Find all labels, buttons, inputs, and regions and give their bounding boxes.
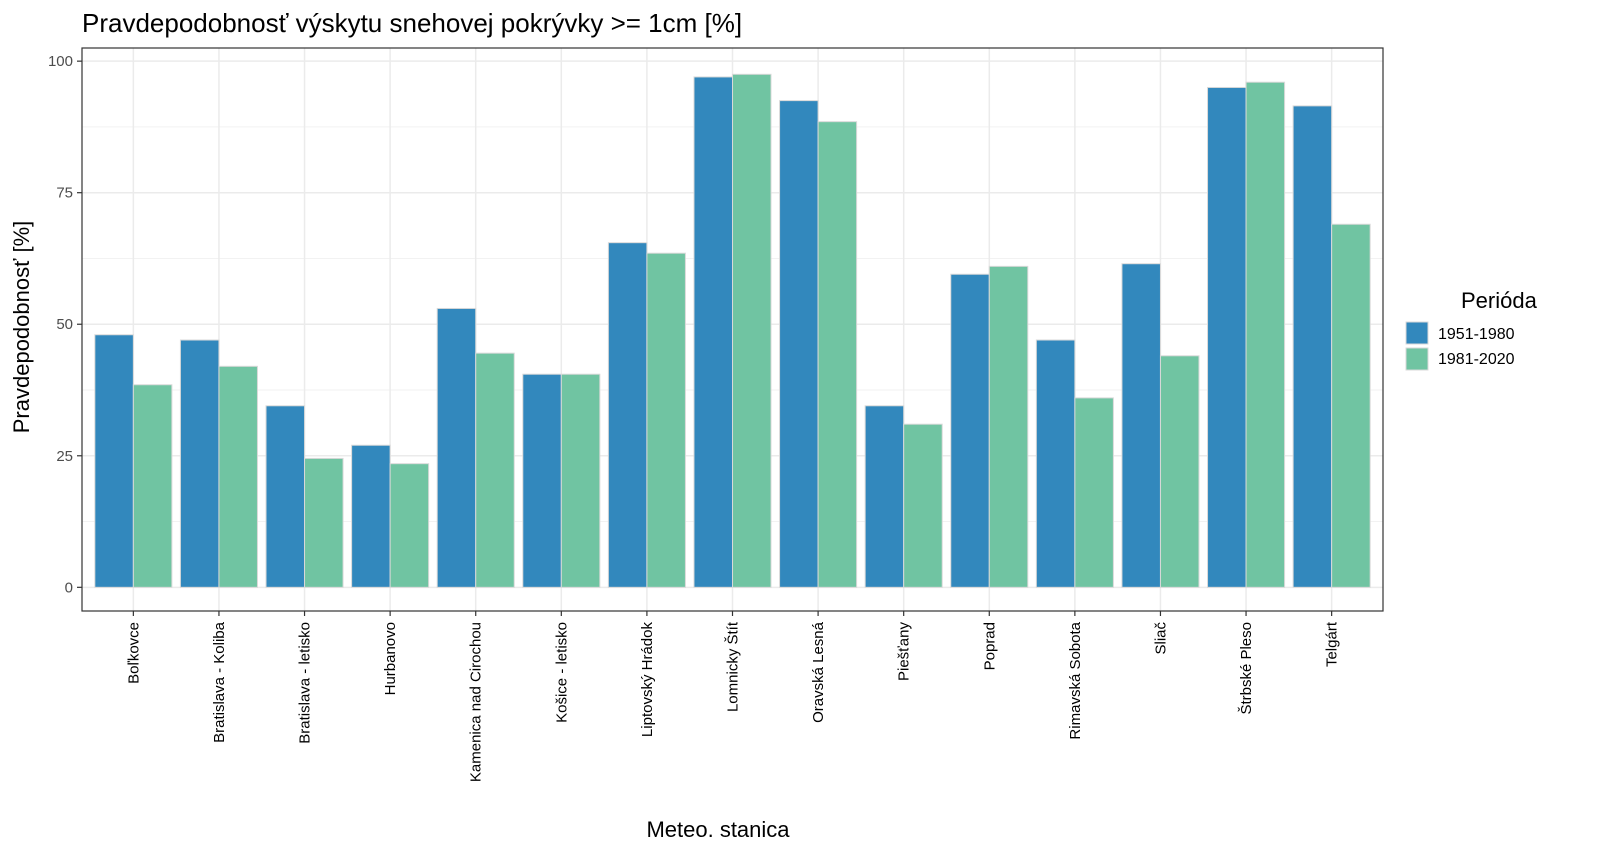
legend: Perióda 1951-1980 1981-2020 [1405,288,1538,371]
x-tick-label: Bratislava - letisko [297,622,314,744]
x-tick-label: Oravská Lesná [810,621,827,723]
bar-1951-1980-3 [351,444,391,588]
legend-swatch-1951-1980 [1405,321,1429,345]
bar-1981-2020-1 [218,365,258,588]
y-tick-label: 100 [48,53,73,70]
bar-1951-1980-9 [864,405,905,588]
bar-1981-2020-5 [560,373,601,588]
bar-1951-1980-2 [265,405,306,588]
y-tick-label: 75 [56,185,73,202]
y-tick-label: 50 [56,316,73,333]
legend-label-1981-2020: 1981-2020 [1438,351,1515,368]
bar-1981-2020-2 [304,457,344,588]
bar-1981-2020-9 [903,423,943,588]
bar-1951-1980-13 [1207,86,1247,588]
x-tick-label: Lomnicky Štít [725,621,742,712]
bar-1981-2020-4 [475,352,515,588]
y-tick-label: 0 [65,579,73,596]
x-tick-label: Liptovský Hrádok [639,622,656,738]
y-tick-label: 25 [56,448,73,465]
bar-1951-1980-14 [1292,105,1333,588]
bar-1981-2020-8 [817,121,858,588]
y-axis-title: Pravdepodobnosť [%] [9,221,34,434]
bar-1951-1980-8 [779,100,819,588]
bar-1951-1980-6 [607,242,648,588]
bar-1951-1980-11 [1035,339,1076,588]
bar-1951-1980-0 [94,334,134,588]
x-tick-label: Košice - letisko [553,622,570,723]
bar-1951-1980-5 [522,373,562,588]
bar-1981-2020-14 [1331,223,1371,588]
x-axis-title: Meteo. stanica [646,817,790,842]
y-axis: 0 25 50 75 100 [48,53,82,596]
bar-1951-1980-1 [179,339,220,588]
bar-1951-1980-7 [693,76,734,588]
x-tick-label: Poprad [981,622,998,670]
legend-label-1951-1980: 1951-1980 [1438,326,1515,343]
x-tick-label: Hurbanovo [382,622,399,695]
bar-1951-1980-4 [436,307,477,588]
bar-1981-2020-7 [732,73,772,588]
bar-1981-2020-6 [646,252,686,588]
x-tick-label: Piešťany [896,622,913,681]
legend-title: Perióda [1461,288,1538,313]
x-axis: Boľkovce Bratislava - Koliba Bratislava - … [125,611,1341,782]
x-tick-label: Kamenica nad Cirochou [468,622,485,782]
bars [94,73,1371,588]
bar-1981-2020-11 [1074,397,1114,588]
bar-1981-2020-13 [1245,81,1286,588]
x-tick-label: Štrbské Pleso [1238,622,1255,715]
x-tick-label: Rimavská Sobota [1067,621,1084,739]
bar-1981-2020-0 [132,384,173,588]
bar-1981-2020-3 [389,463,430,588]
x-tick-label: Sliač [1152,622,1169,655]
bar-1981-2020-10 [988,265,1029,588]
legend-swatch-1981-2020 [1405,347,1429,371]
bar-1951-1980-10 [950,273,990,588]
bar-1951-1980-12 [1121,263,1161,588]
bar-1981-2020-12 [1159,355,1200,588]
x-tick-label: Boľkovce [125,622,142,684]
x-tick-label: Bratislava - Koliba [211,621,228,743]
x-tick-label: Telgárt [1324,621,1341,667]
chart-title: Pravdepodobnosť výskytu snehovej pokrývk… [82,8,742,38]
